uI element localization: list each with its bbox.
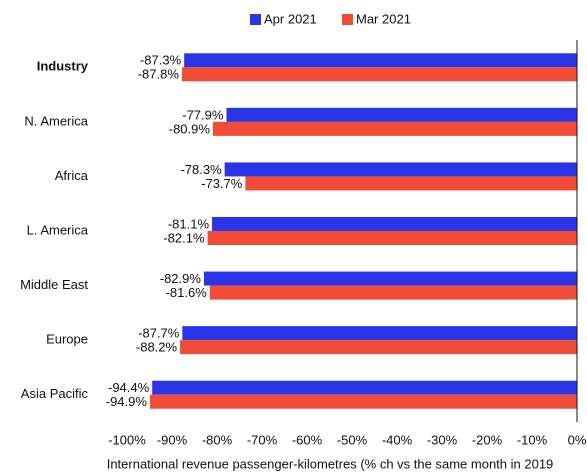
x-tick-label: -30% <box>427 432 458 447</box>
value-label: -88.2% <box>136 340 178 355</box>
x-axis-label: International revenue passenger-kilometr… <box>107 456 554 471</box>
bar <box>207 231 578 245</box>
bar <box>203 271 577 286</box>
x-tick-label: -40% <box>382 432 413 447</box>
x-tick-label: -50% <box>337 432 368 447</box>
value-label: -81.1% <box>168 216 210 231</box>
bar <box>182 326 577 341</box>
value-label: -78.3% <box>180 162 222 177</box>
x-tick-label: -60% <box>292 432 323 447</box>
x-tick-label: -80% <box>202 432 233 447</box>
bar <box>180 340 577 355</box>
x-tick-label: -20% <box>472 432 503 447</box>
legend-swatch <box>342 14 353 25</box>
value-label: -82.9% <box>160 271 202 286</box>
legend-swatch <box>250 14 261 25</box>
value-label: -82.1% <box>163 230 205 245</box>
bar <box>224 162 577 177</box>
bar <box>209 285 578 300</box>
value-label: -94.9% <box>106 394 148 409</box>
value-label: -80.9% <box>169 121 211 136</box>
value-label: -81.6% <box>166 285 208 300</box>
bar <box>245 176 577 191</box>
x-tick-label: -90% <box>157 432 188 447</box>
y-tick-label: Industry <box>37 59 89 74</box>
legend-label: Mar 2021 <box>356 11 411 26</box>
bar <box>181 67 577 82</box>
bar <box>212 217 578 231</box>
y-tick-label: N. America <box>24 113 88 128</box>
value-label: -73.7% <box>201 176 243 191</box>
x-tick-label: -70% <box>247 432 278 447</box>
bar <box>152 380 577 395</box>
y-tick-label: Middle East <box>20 277 88 292</box>
x-tick-label: -100% <box>108 432 146 447</box>
bar <box>149 394 577 409</box>
bar <box>226 107 577 122</box>
bar <box>184 53 577 68</box>
legend-label: Apr 2021 <box>264 11 317 26</box>
y-tick-label: Asia Pacific <box>21 386 89 401</box>
value-label: -77.9% <box>182 107 224 122</box>
value-label: -87.3% <box>140 53 182 68</box>
y-tick-label: L. America <box>27 222 89 237</box>
value-label: -94.4% <box>108 380 150 395</box>
bar <box>212 121 577 136</box>
value-label: -87.8% <box>138 67 180 82</box>
value-label: -87.7% <box>138 326 180 341</box>
y-tick-label: Europe <box>46 332 88 347</box>
y-tick-label: Africa <box>55 168 89 183</box>
x-tick-label: -10% <box>517 432 548 447</box>
x-tick-label: 0% <box>568 432 587 447</box>
